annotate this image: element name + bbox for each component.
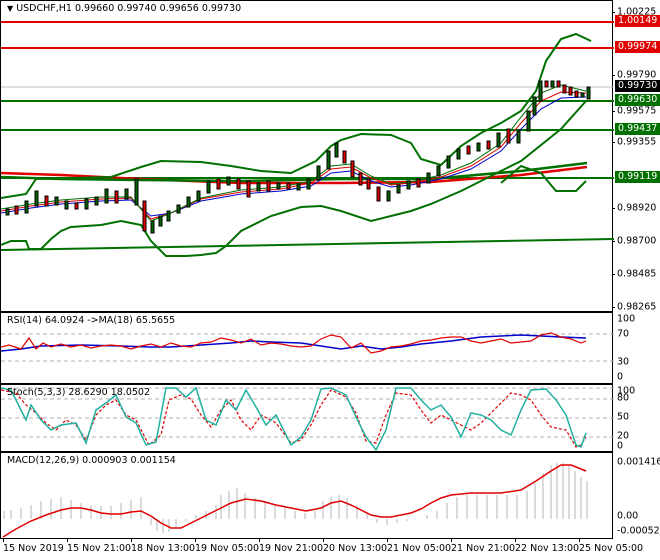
price-axis-label: 0.98265 [617, 301, 657, 313]
stoch-title: Stoch(5,3,3) 28.6290 18.0502 [7, 387, 151, 398]
resistance-tag-1: 1.00149 [615, 15, 660, 27]
ma-red [1, 91, 587, 220]
rsi-pane[interactable]: RSI(14) 64.0924 ->MA(18) 65.5655 [0, 312, 614, 384]
rsi-line [1, 332, 587, 354]
price-axis-label: 0.98700 [617, 235, 657, 247]
symbol-ohlc-label: USDCHF,H1 0.99660 0.99740 0.99656 0.9973… [16, 3, 242, 14]
current-price-tag: 0.99730 [615, 80, 660, 92]
stoch-axis-label: 100 [617, 385, 636, 397]
macd-histogram [3, 463, 588, 533]
time-axis-label: 19 Nov 21:00 [259, 543, 324, 554]
rsi-axis-label: 70 [617, 328, 630, 340]
bollinger-lower [1, 100, 587, 257]
price-chart-canvas [1, 21, 614, 257]
candlesticks [5, 80, 591, 234]
price-axis-label: 0.99575 [617, 105, 657, 117]
price-axis-label: 0.99790 [617, 69, 657, 81]
stoch-signal-line [1, 389, 587, 448]
stochastic-pane[interactable]: Stoch(5,3,3) 28.6290 18.0502 [0, 384, 614, 452]
macd-signal-line [2, 464, 587, 538]
bollinger-lower-tail [500, 164, 587, 192]
y-tick [612, 75, 615, 76]
price-axis-label: 1.00225 [617, 6, 657, 18]
x-tick [195, 538, 196, 542]
time-axis-label: 21 Nov 21:00 [451, 543, 516, 554]
stoch-axis-label: 20 [617, 430, 630, 442]
macd-pane[interactable]: MACD(12,26,9) 0.000903 0.001154 [0, 452, 613, 539]
x-tick [131, 538, 132, 542]
resistance-tag-2: 0.99974 [615, 41, 660, 53]
macd-axis-label: 0.001416 [617, 456, 660, 468]
time-axis-label: 22 Nov 13:00 [515, 543, 580, 554]
rsi-title: RSI(14) 64.0924 ->MA(18) 65.5655 [7, 315, 176, 326]
chart-title: ▼ USDCHF,H1 0.99660 0.99740 0.99656 0.99… [7, 3, 241, 14]
stoch-main-line [1, 386, 587, 452]
x-tick [259, 538, 260, 542]
time-axis-label: 15 Nov 2019 [3, 543, 64, 554]
rsi-ma-line [1, 334, 587, 352]
macd-canvas [2, 463, 588, 538]
price-axis-label: 0.99355 [617, 136, 657, 148]
support-tag-1: 0.99630 [615, 94, 660, 106]
y-tick [612, 111, 615, 112]
rsi-axis-label: 100 [617, 313, 636, 325]
x-tick [67, 538, 68, 542]
macd-axis-label: -0.000525 [617, 525, 660, 537]
stoch-canvas [1, 386, 614, 452]
time-axis-label: 20 Nov 13:00 [323, 543, 388, 554]
ma-blue [1, 96, 587, 217]
x-tick [323, 538, 324, 542]
x-tick [515, 538, 516, 542]
y-tick [612, 241, 615, 242]
stoch-axis-label: 80 [617, 392, 630, 404]
stoch-axis-label: 50 [617, 411, 630, 423]
macd-title: MACD(12,26,9) 0.000903 0.001154 [7, 455, 176, 466]
stoch-axis-label: 0 [617, 440, 624, 452]
support-tag-2: 0.99437 [615, 123, 660, 135]
rsi-axis-label: 0 [617, 371, 624, 383]
bollinger-upper [1, 32, 592, 199]
time-axis-label: 21 Nov 05:00 [387, 543, 452, 554]
long-ma-green [1, 161, 588, 183]
price-chart-pane[interactable]: ▼ USDCHF,H1 0.99660 0.99740 0.99656 0.99… [0, 0, 614, 312]
y-tick [612, 142, 615, 143]
rsi-canvas [1, 332, 614, 362]
trend-line [1, 238, 614, 251]
time-axis-label: 25 Nov 05:00 [579, 543, 644, 554]
price-axis-label: 0.98920 [617, 202, 657, 214]
macd-axis-label: 0.00 [617, 510, 639, 522]
collapse-triangle-icon[interactable]: ▼ [7, 4, 14, 13]
time-axis-label: 18 Nov 13:00 [131, 543, 196, 554]
y-tick [612, 208, 615, 209]
x-tick [451, 538, 452, 542]
y-tick [612, 12, 615, 13]
long-ma-red [1, 165, 588, 185]
y-tick [612, 274, 615, 275]
time-axis-label: 19 Nov 05:00 [195, 543, 260, 554]
y-tick [612, 307, 615, 308]
rsi-axis-label: 30 [617, 356, 630, 368]
price-axis-label: 0.98485 [617, 268, 657, 280]
time-axis-label: 15 Nov 21:00 [67, 543, 132, 554]
x-tick [3, 538, 4, 542]
x-tick [579, 538, 580, 542]
support-tag-3: 0.99119 [615, 171, 660, 183]
x-tick [387, 538, 388, 542]
